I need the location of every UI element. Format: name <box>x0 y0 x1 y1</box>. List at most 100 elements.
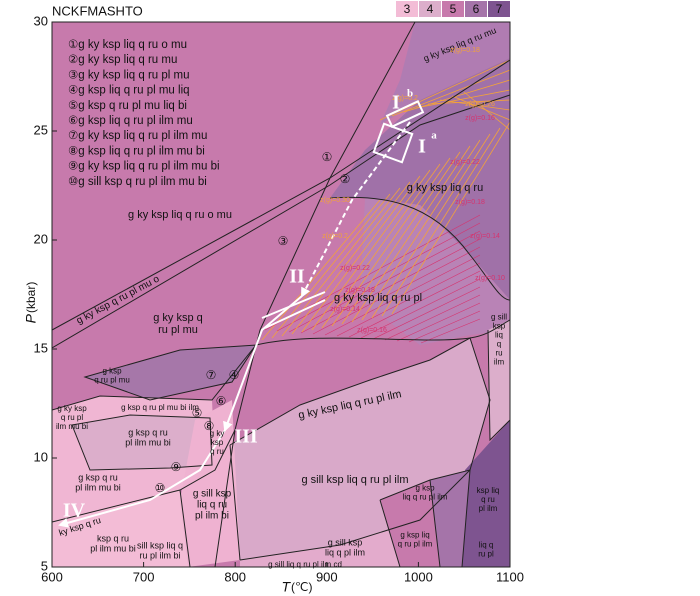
field-label: g ksp <box>415 484 435 493</box>
field-label: g ky <box>210 429 225 438</box>
field-label: q ru pl <box>61 413 83 422</box>
boundary <box>52 429 236 523</box>
field-label: sill ksp liq q <box>137 540 183 550</box>
legend-swatch <box>488 1 510 17</box>
reaction-marker: ① <box>322 150 333 164</box>
isopleth-label: z(g)=0.26 <box>465 101 495 108</box>
field-label: q ru <box>481 495 495 504</box>
field <box>52 490 190 567</box>
legend-swatch <box>442 1 464 17</box>
reaction-entry: ③g ky ksp liq q ru pl mu <box>68 69 190 81</box>
isopleth-label: z(g)=0.22 <box>450 159 480 166</box>
field-label: g ksp q ru pl mu bi ilm <box>121 403 199 412</box>
field-label: g ksp <box>102 367 122 376</box>
field-label: ksp q ru <box>97 533 129 543</box>
field-label: g sill ksp liq q ru pl ilm <box>302 474 409 486</box>
field-label: liq <box>495 331 503 340</box>
chart-title: NCKFMASHTO <box>52 3 143 18</box>
isopleth-label: z(g)=0.10 <box>475 275 505 282</box>
y-tick-label: 5 <box>41 558 48 573</box>
legend-label: 4 <box>427 2 434 16</box>
boundary <box>329 196 510 301</box>
isopleth-line <box>348 270 481 338</box>
field-label: q ru <box>210 447 224 456</box>
isopleth-line <box>451 95 510 121</box>
field <box>85 345 256 400</box>
plot-frame <box>51 21 511 568</box>
boundary <box>52 94 510 349</box>
isopleth-label: z(g)=0.2 <box>392 95 418 102</box>
field-label: g sill ksp <box>193 489 232 500</box>
field-label: g sill <box>491 313 507 322</box>
reaction-marker: ③ <box>278 234 289 248</box>
y-tick-label: 10 <box>34 449 48 464</box>
boundary <box>214 22 416 567</box>
isopleth-line <box>384 294 481 341</box>
legend-swatch <box>419 1 441 17</box>
reaction-marker: ⑧ <box>204 419 215 433</box>
isopleth-line <box>420 318 481 344</box>
field-label: ru pl mu <box>158 324 198 336</box>
reaction-marker: ⑥ <box>216 394 227 408</box>
isopleth-line <box>261 199 381 341</box>
field <box>72 415 212 470</box>
field-label: g ky ksp liq q ru <box>407 182 483 194</box>
field-label: ru pl ilm bi <box>139 550 180 560</box>
boundary <box>487 329 510 442</box>
field-label: pl ilm mu bi <box>90 543 136 553</box>
isopleth-line <box>336 262 481 337</box>
path-label: IV <box>63 500 86 522</box>
legend-label: 7 <box>496 2 503 16</box>
field <box>462 420 510 567</box>
isopleth-label: z(g)=0.2 <box>322 233 348 240</box>
reaction-entry: ⑨g ky ksp liq q ru pl ilm mu bi <box>68 161 220 173</box>
isopleth-line <box>371 133 491 319</box>
field <box>180 400 240 567</box>
legend-swatch <box>396 1 418 17</box>
isopleth-line <box>291 181 411 335</box>
field-label: ksp <box>493 322 506 331</box>
path-label: III <box>234 426 258 448</box>
isopleth-line <box>463 91 510 131</box>
field-label: g ky ksp liq q ru pl <box>334 292 422 304</box>
boundary <box>255 319 510 346</box>
field-label: liq q <box>479 541 494 550</box>
field-label: g ky ksp liq q ru o mu <box>128 209 232 221</box>
field-label: g ksp q ru <box>128 427 168 437</box>
isopleth-line <box>276 222 481 332</box>
isopleth-line <box>427 99 510 105</box>
field-label: g sill liq q ru pl ilm cd <box>268 560 342 569</box>
isopleth-line <box>312 246 481 335</box>
field-label: ru pl <box>478 550 494 559</box>
isopleth-line <box>439 99 510 111</box>
y-tick-label: 30 <box>34 13 48 28</box>
isopleth-line <box>361 139 481 321</box>
isopleth-label: z(g)=0.14 <box>470 233 500 240</box>
x-tick-label: 600 <box>41 569 63 584</box>
isopleth-line <box>288 230 481 333</box>
isopleth-line <box>372 286 481 340</box>
y-tick-label: 20 <box>34 231 48 246</box>
x-tick-label: 800 <box>224 569 246 584</box>
isopleth-label: z(g)=0.18 <box>450 47 480 54</box>
isopleth-line <box>396 302 481 342</box>
reaction-marker: ② <box>340 172 351 186</box>
field <box>380 22 510 125</box>
isopleth-line <box>311 169 431 331</box>
boundary <box>229 337 491 561</box>
plot-area <box>52 22 510 567</box>
path-label: b <box>407 88 413 100</box>
reaction-entry: ①g ky ksp liq q ru o mu <box>68 39 187 51</box>
isopleths <box>261 59 510 344</box>
field-label: pl ilm mu bi <box>75 482 121 492</box>
legend-label: 5 <box>450 2 457 16</box>
isopleth-line <box>301 175 421 333</box>
x-axis-unit: (℃) <box>291 580 312 594</box>
reaction-marker: ⑦ <box>206 368 217 382</box>
field-label: q <box>497 340 501 349</box>
reaction-marker: ⑨ <box>171 460 182 474</box>
boundary <box>179 444 241 567</box>
field-label: q ru pl mu <box>94 376 130 385</box>
reaction-entry: ⑦g ky ksp liq q ru pl ilm mu <box>68 130 207 142</box>
boundary <box>83 344 257 401</box>
